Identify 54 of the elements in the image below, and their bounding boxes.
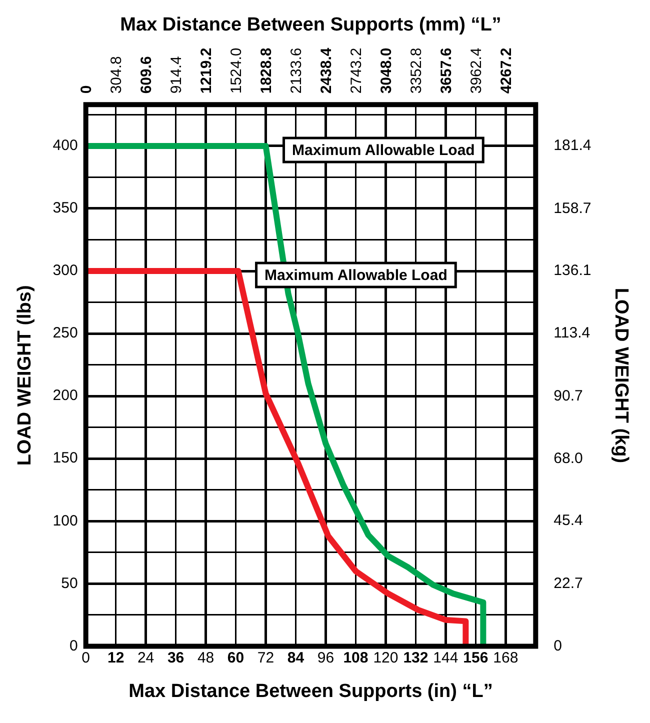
y-tick-label: 0 bbox=[69, 637, 78, 654]
y2-tick-label: 45.4 bbox=[554, 512, 583, 530]
x-tick-label: 132 bbox=[403, 649, 428, 666]
x-tick-label: 108 bbox=[343, 649, 368, 666]
y2-tick-label: 158.7 bbox=[554, 200, 592, 217]
y2-tick-label: 136.1 bbox=[554, 262, 592, 280]
x-tick-label: 36 bbox=[167, 649, 184, 666]
x2-tick-label: 2133.6 bbox=[288, 48, 305, 94]
annotation: Maximum Allowable Load bbox=[264, 267, 448, 284]
x-tick-label: 48 bbox=[197, 649, 214, 666]
x-tick-label: 168 bbox=[493, 649, 518, 666]
y-tick-label: 100 bbox=[52, 512, 78, 530]
x2-tick-label: 3048.0 bbox=[378, 48, 395, 94]
x2-tick-label: 609.6 bbox=[138, 56, 155, 94]
x2-tick-label: 914.4 bbox=[168, 56, 185, 94]
annotation: Maximum Allowable Load bbox=[292, 142, 475, 160]
x2-tick-label: 4267.2 bbox=[498, 48, 515, 94]
y-tick-label: 300 bbox=[52, 262, 78, 280]
y2-tick-label: 22.7 bbox=[554, 574, 583, 592]
y2-tick-label: 90.7 bbox=[554, 387, 583, 404]
x2-tick-label: 0 bbox=[78, 85, 95, 94]
y2-tick-label: 0 bbox=[554, 637, 562, 654]
x2-tick-label: 304.8 bbox=[108, 56, 125, 94]
y-tick-label: 350 bbox=[52, 200, 78, 217]
x2-tick-label: 1219.2 bbox=[198, 48, 215, 94]
x2-tick-label: 2743.2 bbox=[348, 48, 365, 94]
x-tick-label: 72 bbox=[257, 649, 274, 666]
y-tick-label: 200 bbox=[52, 387, 78, 404]
x-tick-label: 12 bbox=[107, 649, 124, 666]
x-tick-label: 0 bbox=[82, 649, 90, 666]
y-axis-title: LOAD WEIGHT (lbs) bbox=[14, 285, 36, 466]
y2-tick-label: 68.0 bbox=[554, 450, 583, 467]
y2-tick-label: 113.4 bbox=[554, 324, 590, 342]
y-tick-label: 250 bbox=[52, 324, 78, 342]
x-tick-label: 60 bbox=[227, 649, 244, 666]
x-tick-label: 84 bbox=[287, 649, 305, 666]
x2-tick-label: 1828.8 bbox=[258, 48, 275, 94]
x-tick-label: 96 bbox=[317, 649, 334, 666]
y-tick-label: 50 bbox=[61, 574, 78, 592]
x-tick-label: 24 bbox=[137, 649, 154, 666]
y-tick-label: 150 bbox=[52, 450, 78, 467]
x-axis-title: Max Distance Between Supports (in) “L” bbox=[128, 680, 493, 702]
x-tick-label: 156 bbox=[463, 649, 488, 666]
x2-tick-label: 3962.4 bbox=[468, 48, 485, 94]
x2-tick-label: 3657.6 bbox=[438, 48, 455, 94]
x2-tick-label: 3352.8 bbox=[408, 48, 425, 94]
x2-tick-label: 1524.0 bbox=[228, 48, 245, 94]
y2-axis-title: LOAD WEIGHT (kg) bbox=[610, 288, 632, 464]
x2-tick-label: 2438.4 bbox=[318, 47, 335, 94]
y-tick-label: 400 bbox=[52, 137, 78, 154]
x-tick-label: 144 bbox=[433, 649, 458, 666]
x2-axis-title: Max Distance Between Supports (mm) “L” bbox=[120, 14, 502, 36]
y2-tick-label: 181.4 bbox=[554, 137, 592, 154]
x-tick-label: 120 bbox=[373, 649, 398, 666]
